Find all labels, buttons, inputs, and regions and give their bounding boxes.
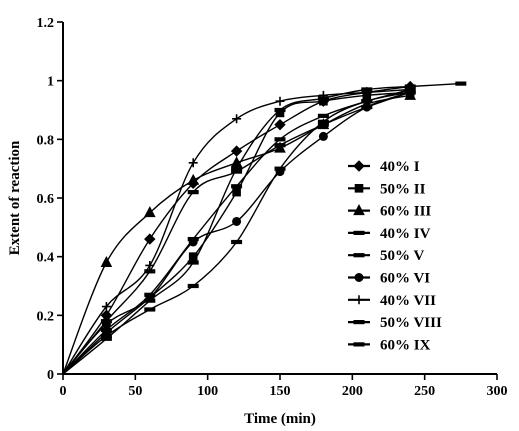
- x-tick-label: 50: [128, 384, 142, 399]
- data-point: [101, 302, 111, 312]
- data-point: [274, 118, 286, 131]
- data-point: [231, 169, 243, 174]
- x-tick-label: 0: [60, 384, 67, 399]
- data-point: [353, 160, 365, 172]
- y-tick-label: 1: [47, 75, 54, 90]
- data-point: [455, 81, 467, 86]
- series-9: [62, 90, 416, 375]
- data-point: [100, 255, 113, 268]
- data-point: [144, 298, 156, 303]
- data-point: [143, 206, 156, 218]
- data-point: [144, 269, 156, 274]
- legend-entry: 50% V: [348, 248, 424, 264]
- data-point: [354, 184, 364, 193]
- data-point: [144, 307, 156, 312]
- data-point: [274, 107, 286, 113]
- data-point: [188, 237, 198, 247]
- data-point: [353, 230, 365, 236]
- y-tick-label: 0.2: [37, 309, 55, 324]
- legend-entry: 60% VI: [348, 271, 430, 287]
- data-point: [188, 158, 198, 168]
- legend-label: 50% VIII: [380, 315, 442, 331]
- series-line: [62, 82, 461, 375]
- legend-entry: 40% VII: [348, 293, 436, 309]
- data-point: [353, 342, 365, 347]
- series-line: [62, 91, 411, 375]
- legend-label: 50% V: [380, 248, 424, 264]
- x-tick-label: 300: [487, 384, 508, 399]
- data-point: [318, 131, 328, 141]
- data-point: [353, 320, 365, 325]
- legend: 40% I 50% II 60% III 40% IV 50% V 60% VI 40% V…: [348, 159, 442, 353]
- data-point: [353, 204, 365, 216]
- x-tick-label: 250: [414, 384, 435, 399]
- data-point: [317, 96, 329, 101]
- y-tick-label: 1.2: [37, 16, 55, 31]
- x-tick-label: 100: [197, 384, 218, 399]
- data-point: [231, 239, 243, 245]
- legend-entry: 50% VIII: [348, 315, 442, 331]
- legend-label: 60% IX: [380, 337, 431, 353]
- data-point: [404, 90, 416, 95]
- data-point: [361, 87, 373, 92]
- x-axis-title: Time (min): [244, 411, 316, 427]
- data-point: [187, 260, 199, 265]
- data-point: [232, 114, 242, 124]
- legend-label: 40% VII: [380, 293, 436, 309]
- data-point: [317, 113, 329, 118]
- legend-entry: 40% IV: [348, 226, 431, 242]
- data-point: [100, 336, 112, 341]
- data-point: [354, 273, 364, 282]
- data-point: [354, 295, 364, 305]
- data-point: [361, 104, 373, 110]
- y-axis-title: Extent of reaction: [7, 140, 23, 255]
- legend-label: 40% I: [380, 159, 420, 175]
- legend-entry: 40% I: [348, 159, 420, 175]
- legend-entry: 60% III: [348, 204, 431, 220]
- y-tick-label: 0.8: [37, 133, 55, 148]
- y-tick-label: 0: [47, 368, 54, 383]
- y-tick-label: 0.6: [37, 192, 55, 207]
- data-point: [100, 327, 112, 333]
- data-point: [187, 283, 199, 289]
- data-point: [187, 173, 200, 185]
- legend-label: 40% IV: [380, 226, 431, 242]
- data-point: [232, 216, 242, 226]
- data-point: [274, 143, 286, 148]
- data-point: [353, 253, 365, 258]
- series-8: [62, 81, 467, 375]
- series-line: [62, 85, 411, 375]
- legend-entry: 60% IX: [348, 337, 431, 353]
- data-point: [361, 99, 373, 104]
- data-point: [144, 233, 156, 245]
- data-point: [274, 137, 286, 142]
- x-tick-label: 150: [270, 384, 291, 399]
- data-point: [275, 96, 285, 106]
- legend-label: 50% II: [380, 181, 426, 197]
- data-point: [317, 122, 329, 127]
- legend-entry: 50% II: [348, 181, 426, 197]
- data-point: [230, 145, 243, 157]
- data-point: [231, 184, 243, 189]
- series-layer: [62, 80, 467, 375]
- data-point: [404, 84, 416, 89]
- x-tick-label: 200: [342, 384, 363, 399]
- axes: 0 50 100 150 200 250 300 0 0.2 0.4 0.6 0.8 1 1.2: [37, 16, 508, 399]
- legend-label: 60% III: [380, 204, 431, 220]
- legend-label: 60% VI: [380, 271, 430, 287]
- data-point: [275, 167, 285, 177]
- data-point: [187, 190, 199, 195]
- series-line: [62, 88, 411, 375]
- y-tick-label: 0.4: [37, 251, 55, 266]
- data-point: [100, 319, 112, 324]
